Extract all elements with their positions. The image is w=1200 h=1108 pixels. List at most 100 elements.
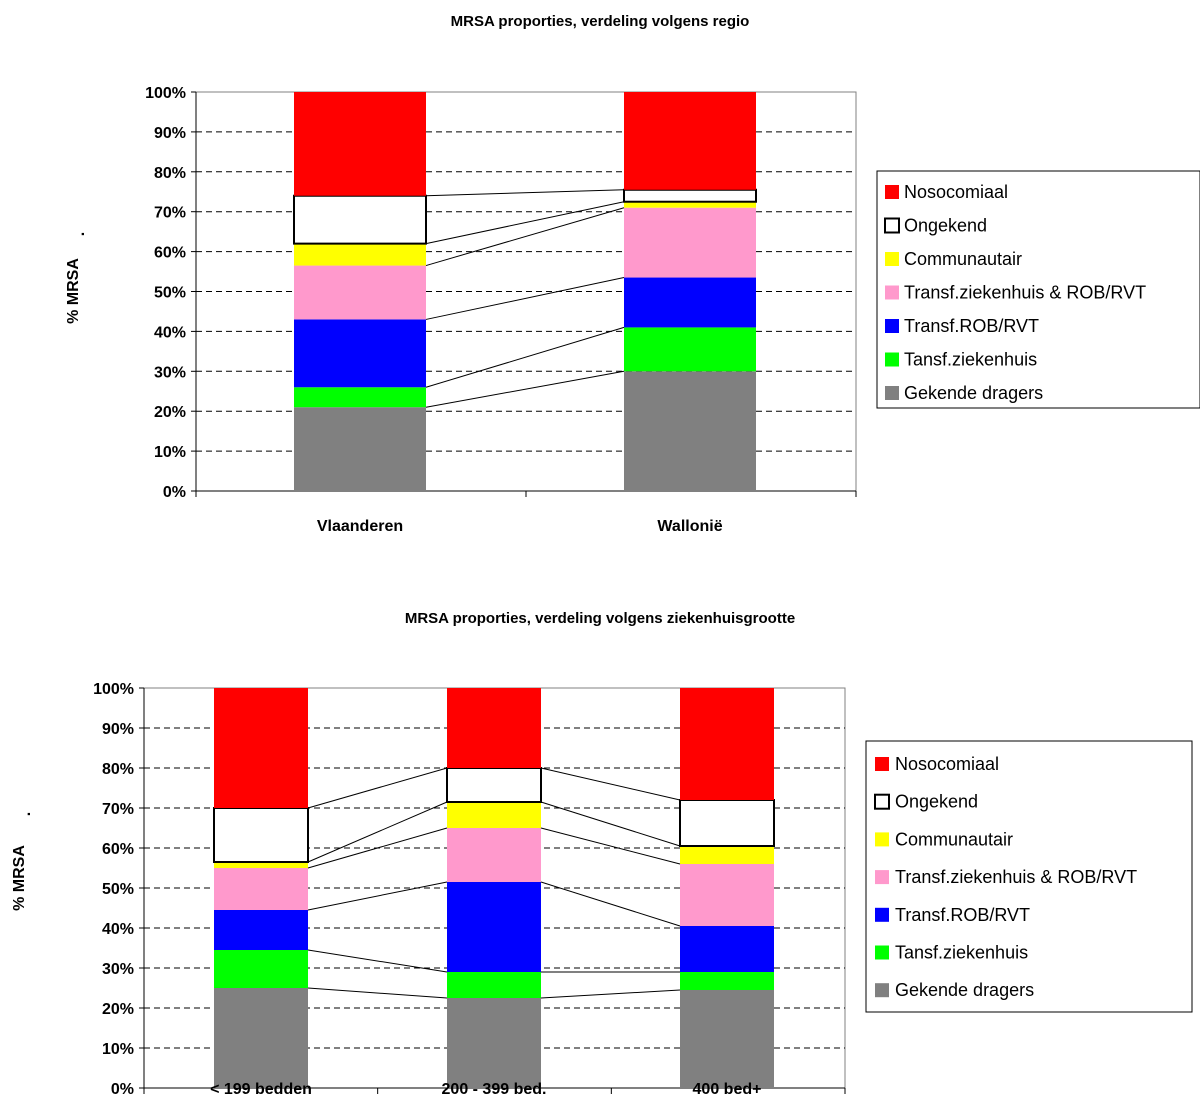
y-tick-label: 70% — [154, 205, 186, 222]
legend-label: Nosocomiaal — [904, 182, 1008, 202]
y-tick-label: 0% — [111, 1081, 134, 1098]
chart-title: MRSA proporties, verdeling volgens zieke… — [405, 610, 795, 627]
y-tick-label: 30% — [154, 364, 186, 381]
series-connector — [307, 881, 448, 911]
series-connector — [307, 801, 448, 863]
legend-label: Nosocomiaal — [895, 754, 999, 774]
y-tick-label: 20% — [154, 404, 186, 421]
legend-label: Tansf.ziekenhuis — [895, 943, 1028, 963]
bar-segment — [624, 277, 756, 328]
y-tick-label: 50% — [154, 285, 186, 302]
legend-label: Communautair — [904, 249, 1022, 269]
legend-swatch — [875, 870, 889, 885]
bar-segment — [294, 243, 426, 266]
bar-segment — [624, 371, 756, 491]
series-connector — [425, 201, 625, 245]
legend-swatch — [885, 185, 899, 199]
bar-segment — [680, 864, 774, 926]
y-axis-label: % MRSA — [11, 845, 28, 911]
series-connector — [540, 827, 681, 865]
y-tick-label: 40% — [102, 921, 134, 938]
legend-label: Ongekend — [895, 792, 978, 812]
bar-segment — [447, 998, 541, 1088]
y-tick-label: 100% — [93, 681, 134, 698]
y-tick-label: 80% — [102, 761, 134, 778]
bar-segment — [294, 387, 426, 408]
y-axis-label: % MRSA — [65, 258, 82, 324]
y-tick-label: 50% — [102, 881, 134, 898]
bar-segment — [214, 868, 308, 910]
y-tick-label: 90% — [154, 125, 186, 142]
bar-segment — [447, 802, 541, 828]
legend: Nosocomiaal Ongekend Communautair Transf.zi… — [876, 170, 1200, 409]
legend-swatch — [885, 386, 899, 400]
bar-segment — [294, 319, 426, 388]
legend-label: Ongekend — [904, 216, 987, 236]
y-tick-label: 10% — [154, 444, 186, 461]
series-connector — [540, 767, 681, 801]
bar-segment — [624, 92, 756, 190]
series-connector — [425, 370, 625, 408]
y-tick-label: 40% — [154, 324, 186, 341]
legend-swatch — [875, 983, 889, 998]
legend-swatch — [885, 319, 899, 333]
legend-swatch — [885, 252, 899, 266]
category-label: < 199 bedden — [210, 1081, 312, 1098]
y-tick-label: 60% — [154, 245, 186, 262]
bar-segment — [294, 407, 426, 491]
series-connector — [425, 207, 625, 267]
chart-title: MRSA proporties, verdeling volgens regio — [451, 13, 750, 30]
category-label: 400 bed+ — [693, 1081, 762, 1098]
bar-segment — [624, 201, 756, 208]
bar-segment — [679, 799, 775, 847]
series-connector — [540, 881, 681, 927]
series-connector — [540, 801, 681, 847]
bar-segment — [447, 972, 541, 998]
y-tick-label: 70% — [102, 801, 134, 818]
y-tick-label: 80% — [154, 165, 186, 182]
bar-segment — [680, 846, 774, 864]
y-tick-label: 20% — [102, 1001, 134, 1018]
series-connector — [307, 827, 448, 869]
y-tick-label: 30% — [102, 961, 134, 978]
bar-segment — [624, 327, 756, 372]
legend-swatch — [884, 217, 900, 234]
legend-swatch — [874, 793, 890, 810]
bar-segment — [680, 972, 774, 990]
bar-segment — [214, 688, 308, 808]
category-label: 200 - 399 bed. — [442, 1081, 547, 1098]
y-tick-label: 90% — [102, 721, 134, 738]
bar-segment — [294, 92, 426, 196]
bar-segment — [447, 688, 541, 768]
series-connector — [425, 277, 625, 320]
legend: Nosocomiaal Ongekend Communautair Transf.zi… — [865, 740, 1193, 1013]
chart-1: MRSA proporties, verdeling volgens regio… — [65, 13, 1200, 535]
bar-segment — [623, 188, 757, 203]
bar-segment — [446, 767, 542, 803]
bar-segment — [214, 862, 308, 868]
y-tick-label: 60% — [102, 841, 134, 858]
series-connector — [425, 326, 625, 388]
bar-segment — [447, 828, 541, 882]
series-connector — [540, 989, 681, 999]
legend-swatch — [875, 757, 889, 771]
legend-swatch — [875, 945, 889, 960]
bar-segment — [294, 265, 426, 320]
chart-2: MRSA proporties, verdeling volgens zieke… — [11, 610, 1193, 1098]
y-tick-label: 0% — [163, 484, 186, 501]
legend-swatch — [875, 832, 889, 847]
series-connector — [307, 987, 448, 999]
category-label: Vlaanderen — [317, 518, 403, 535]
legend-swatch — [885, 285, 899, 300]
legend-label: Communautair — [895, 829, 1013, 849]
category-label: Wallonië — [657, 518, 722, 535]
y-axis-label-dot: . — [17, 812, 34, 816]
series-connector — [425, 189, 625, 197]
bar-segment — [214, 988, 308, 1088]
bar-segment — [214, 950, 308, 988]
bar-segment — [213, 807, 309, 863]
y-tick-label: 100% — [145, 85, 186, 102]
legend-label: Transf.ziekenhuis & ROB/RVT — [904, 283, 1146, 303]
legend-label: Transf.ROB/RVT — [904, 316, 1039, 336]
